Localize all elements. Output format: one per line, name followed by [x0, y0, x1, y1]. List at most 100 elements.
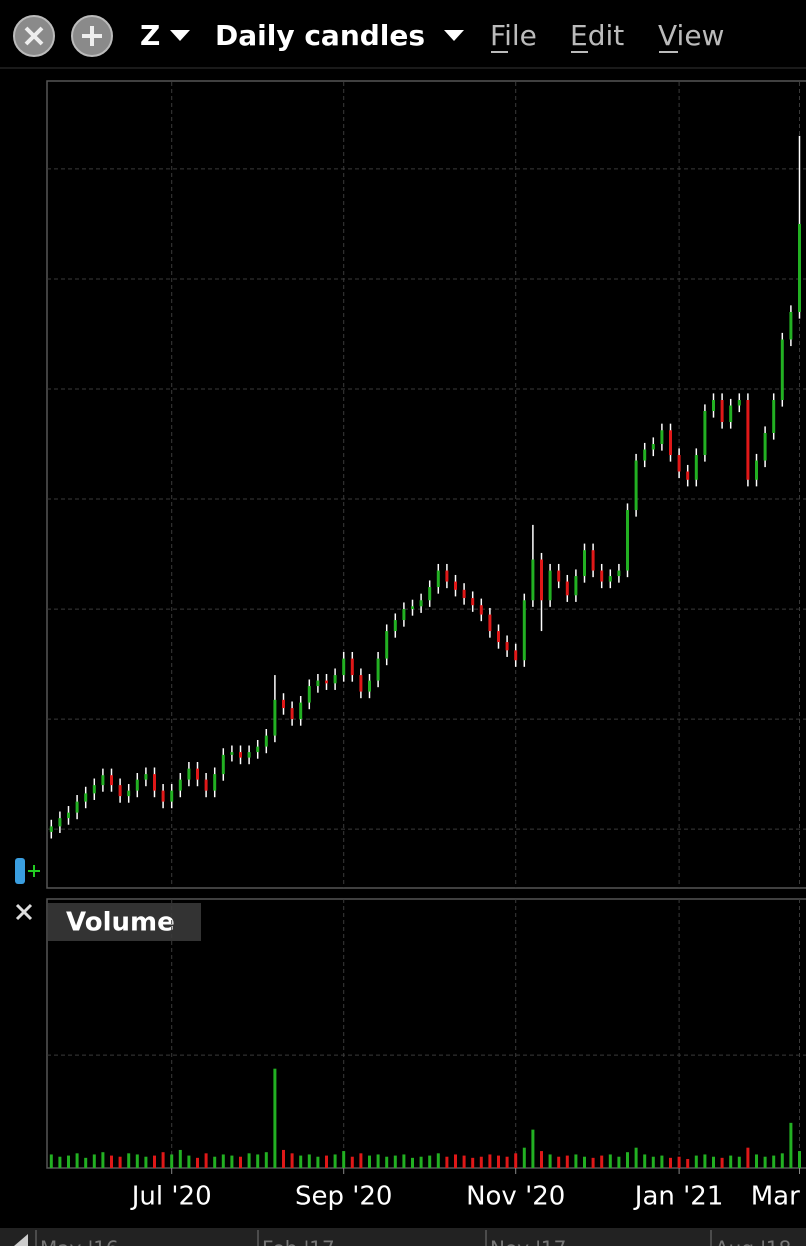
candle-body [798, 223, 801, 312]
candle-body [617, 570, 621, 577]
candle-body [626, 510, 629, 571]
candle-body [49, 826, 53, 832]
menu-file[interactable]: File [490, 19, 537, 52]
candle-body [75, 801, 79, 813]
volume-bar [247, 1153, 251, 1168]
candle-body [428, 587, 432, 601]
symbol[interactable]: Z [140, 19, 160, 52]
candle-body [755, 460, 758, 480]
candle-body [677, 455, 681, 472]
symbol-dropdown[interactable] [170, 30, 190, 41]
price-panel [46, 80, 806, 889]
volume-bar [634, 1147, 638, 1168]
volume-bar [565, 1155, 569, 1168]
candle-body [273, 699, 277, 736]
volume-bar [677, 1156, 681, 1168]
candle-body [282, 699, 285, 709]
volume-bar [170, 1154, 174, 1168]
menu-view[interactable]: View [658, 19, 724, 52]
volume-bar [178, 1149, 182, 1168]
candle-body [729, 405, 733, 423]
volume-bar [92, 1154, 96, 1168]
chart-type[interactable]: Daily candles [215, 19, 425, 52]
volume-bar [49, 1154, 53, 1168]
volume-bar [376, 1154, 380, 1168]
candle-body [204, 779, 208, 791]
volume-bar [643, 1154, 647, 1168]
volume-bar [316, 1156, 320, 1168]
candle-body [737, 399, 741, 406]
candle-body [669, 430, 672, 456]
volume-panel [46, 898, 806, 1169]
volume-bar [798, 1151, 801, 1168]
volume-bar [299, 1155, 303, 1168]
candle-body [385, 631, 389, 659]
menu-edit[interactable]: Edit [570, 19, 624, 52]
candle-body [548, 570, 552, 601]
candle-body [772, 399, 776, 434]
volume-bar [325, 1155, 328, 1168]
volume-bar [368, 1155, 371, 1168]
candle-body [393, 620, 397, 632]
candle-body [488, 614, 492, 632]
add-button[interactable] [71, 15, 113, 57]
volume-bar [221, 1154, 225, 1168]
volume-bar [273, 1068, 277, 1168]
volume-bar [101, 1152, 105, 1168]
volume-bar [419, 1156, 423, 1168]
candle-body [299, 702, 303, 720]
volume-bar [333, 1154, 337, 1168]
navigator-arrow[interactable] [14, 1234, 28, 1246]
candle-body [505, 642, 509, 651]
candle-body [342, 658, 346, 676]
x-tick-label: Jul '20 [130, 1182, 212, 1212]
volume-bar [488, 1154, 492, 1168]
candle-body [247, 752, 251, 758]
volume-bar [75, 1153, 79, 1168]
candle-body [144, 774, 148, 780]
volume-bar [84, 1157, 88, 1168]
candle-body [110, 775, 113, 786]
volume-bar [505, 1156, 509, 1168]
candle-body [454, 581, 457, 590]
navigator-label: Feb '17 [262, 1237, 335, 1246]
volume-bar [540, 1151, 543, 1168]
volume-bar [282, 1149, 285, 1168]
volume-bar [583, 1156, 586, 1168]
candle-body [290, 708, 294, 720]
volume-bar [196, 1157, 199, 1168]
candle-body [686, 471, 690, 480]
candle-body [780, 339, 784, 400]
volume-bar [669, 1157, 672, 1168]
volume-bar [712, 1156, 715, 1168]
volume-bar [230, 1155, 234, 1168]
volume-bar [118, 1156, 122, 1168]
close-icon [24, 26, 44, 46]
chart-type-dropdown[interactable] [444, 30, 464, 41]
remove-panel[interactable] [15, 903, 33, 921]
volume-bar [342, 1151, 346, 1168]
candle-body [660, 430, 664, 445]
candle-body [419, 600, 423, 607]
volume-bar [445, 1156, 449, 1168]
close-button[interactable] [13, 15, 55, 57]
candle-body [514, 650, 518, 661]
resize-handle[interactable] [15, 858, 40, 884]
volume-bar [763, 1156, 767, 1168]
candle-body [411, 606, 414, 610]
volume-bar [135, 1154, 139, 1168]
candle-body [376, 658, 380, 681]
volume-bar [574, 1154, 578, 1168]
x-tick-label: Jan '21 [633, 1182, 724, 1212]
navigator-label: May '16 [40, 1237, 119, 1246]
volume-bar [591, 1157, 595, 1168]
volume-bar [454, 1154, 457, 1168]
candle-body [694, 455, 698, 480]
volume-bar [703, 1154, 707, 1168]
candle-body [239, 752, 242, 758]
candle-body [264, 735, 268, 747]
candle-body [763, 433, 767, 461]
candle-body [118, 785, 122, 797]
